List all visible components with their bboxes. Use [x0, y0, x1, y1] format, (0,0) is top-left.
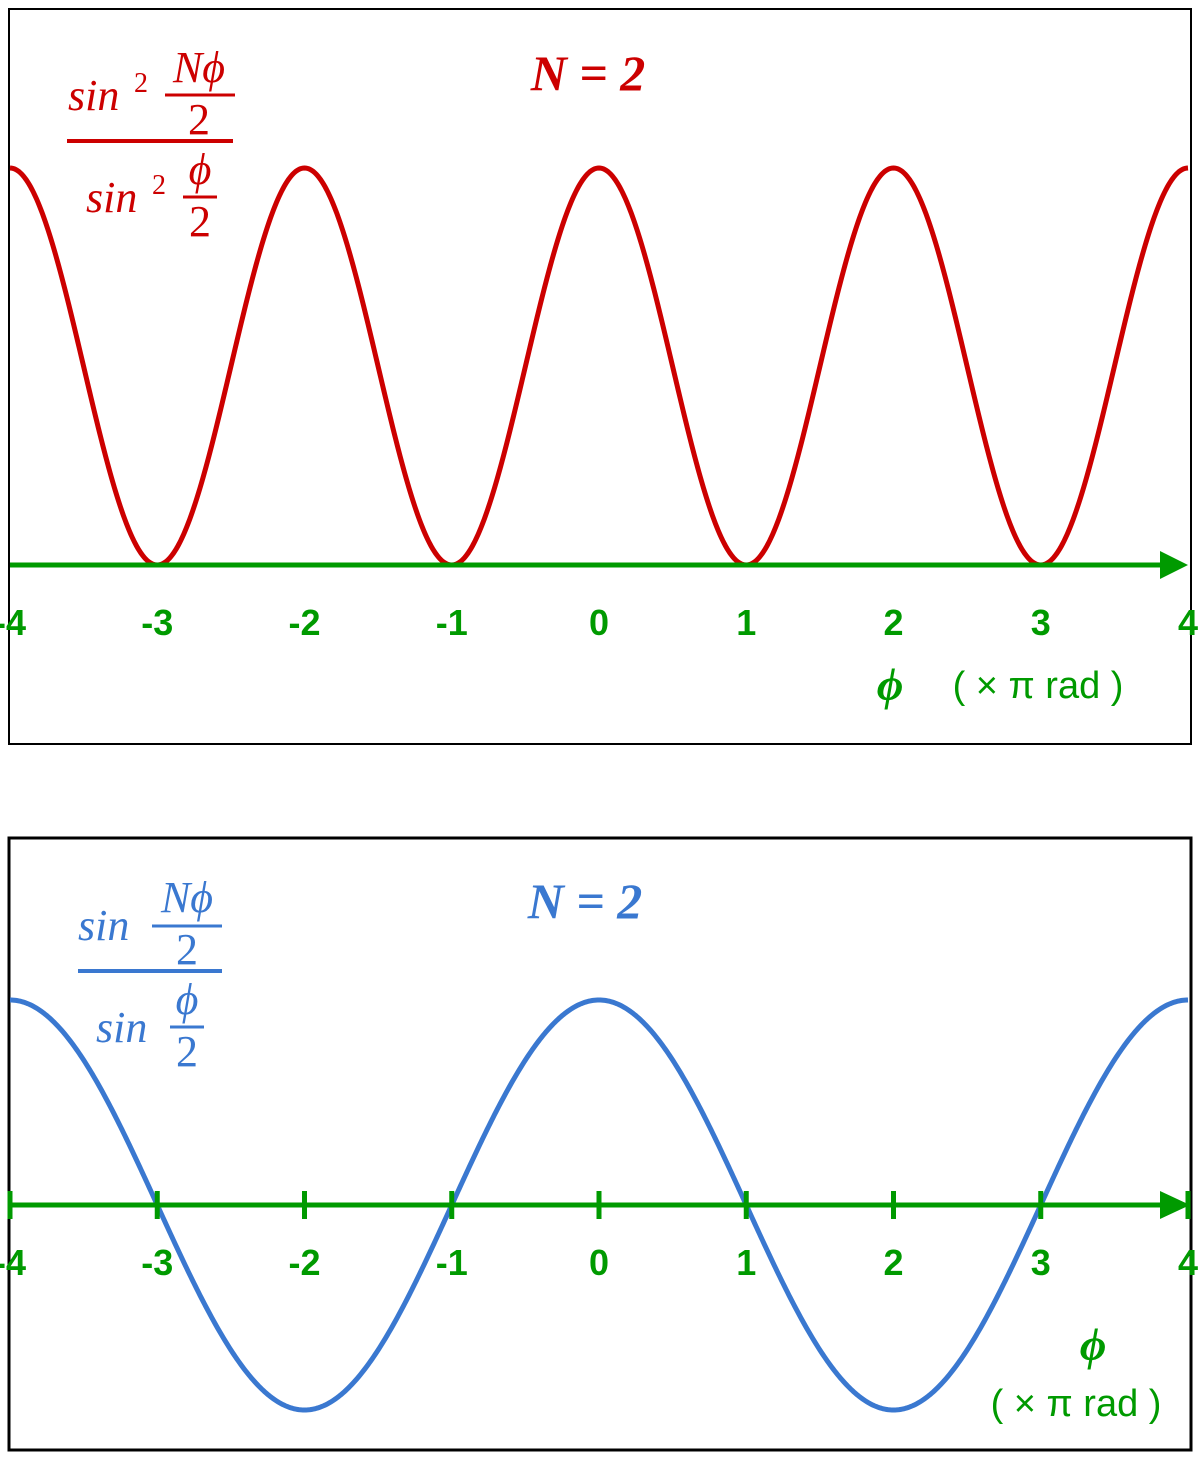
- top-den-top: ϕ: [189, 145, 212, 194]
- bottom-tick-label: 2: [883, 1242, 903, 1283]
- top-num-bottom: 2: [188, 95, 210, 144]
- top-den-func: sin: [86, 173, 137, 222]
- top-frame: [8, 8, 1192, 745]
- top-title-text: N = 2: [530, 45, 646, 101]
- bottom-tick-label: 1: [736, 1242, 756, 1283]
- bottom-tick-label: -2: [288, 1242, 320, 1283]
- top-tick-label: 4: [1178, 602, 1198, 643]
- bottom-tick-labels: -4 -3 -2 -1 0 1 2 3 4: [0, 1191, 1198, 1283]
- top-tick-label: 3: [1031, 602, 1051, 643]
- bottom-frame: [7, 836, 1193, 1452]
- top-panel: -4 -3 -2 -1 0 1 2 3 4 N = 2 sin 2 Nϕ 2 sin 2 ϕ 2…: [0, 8, 1198, 745]
- top-tick-label: 0: [589, 602, 609, 643]
- top-series-curve: [9, 165, 1189, 568]
- bottom-panel: -4 -3 -2 -1 0 1 2 3 4 N = 2 sin Nϕ 2 sin ϕ 2 ϕ (…: [0, 836, 1198, 1452]
- top-num-power: 2: [134, 68, 148, 99]
- bottom-xlabel-symbol: ϕ: [1080, 1319, 1107, 1370]
- bottom-formula: sin Nϕ 2 sin ϕ 2: [78, 873, 222, 1076]
- top-tick-label: 1: [736, 602, 756, 643]
- top-title: N = 2: [530, 45, 646, 101]
- bottom-den-top: ϕ: [176, 975, 199, 1024]
- bottom-x-axis-arrow-icon: [1160, 1191, 1190, 1219]
- top-num-func: sin: [68, 71, 119, 120]
- bottom-xlabel-unit: ( × π rad ): [991, 1383, 1162, 1425]
- top-xlabel-symbol: ϕ: [877, 659, 904, 710]
- bottom-title-text: N = 2: [527, 873, 643, 929]
- top-num-top: Nϕ: [172, 43, 225, 92]
- top-den-power: 2: [152, 170, 166, 201]
- bottom-tick-label: -3: [141, 1242, 173, 1283]
- bottom-tick-label: 0: [589, 1242, 609, 1283]
- top-tick-label: -2: [288, 602, 320, 643]
- bottom-num-func: sin: [78, 901, 129, 950]
- bottom-series-curve: [9, 997, 1189, 1413]
- bottom-num-bottom: 2: [176, 925, 198, 974]
- bottom-title: N = 2: [527, 873, 643, 929]
- top-xlabel-unit: ( × π rad ): [953, 665, 1124, 707]
- bottom-tick-label: -1: [436, 1242, 468, 1283]
- top-tick-label: -3: [141, 602, 173, 643]
- bottom-tick-label: -4: [0, 1242, 26, 1283]
- top-tick-labels: -4 -3 -2 -1 0 1 2 3 4: [0, 602, 1198, 643]
- top-tick-label: -1: [436, 602, 468, 643]
- top-den-bottom: 2: [189, 197, 211, 246]
- bottom-tick-label: 4: [1178, 1242, 1198, 1283]
- top-tick-label: -4: [0, 602, 26, 643]
- bottom-den-func: sin: [96, 1003, 147, 1052]
- top-x-axis-arrow-icon: [1160, 551, 1188, 579]
- bottom-den-bottom: 2: [176, 1027, 198, 1076]
- top-tick-label: 2: [883, 602, 903, 643]
- bottom-num-top: Nϕ: [160, 873, 213, 922]
- top-formula: sin 2 Nϕ 2 sin 2 ϕ 2: [67, 43, 235, 246]
- bottom-tick-label: 3: [1031, 1242, 1051, 1283]
